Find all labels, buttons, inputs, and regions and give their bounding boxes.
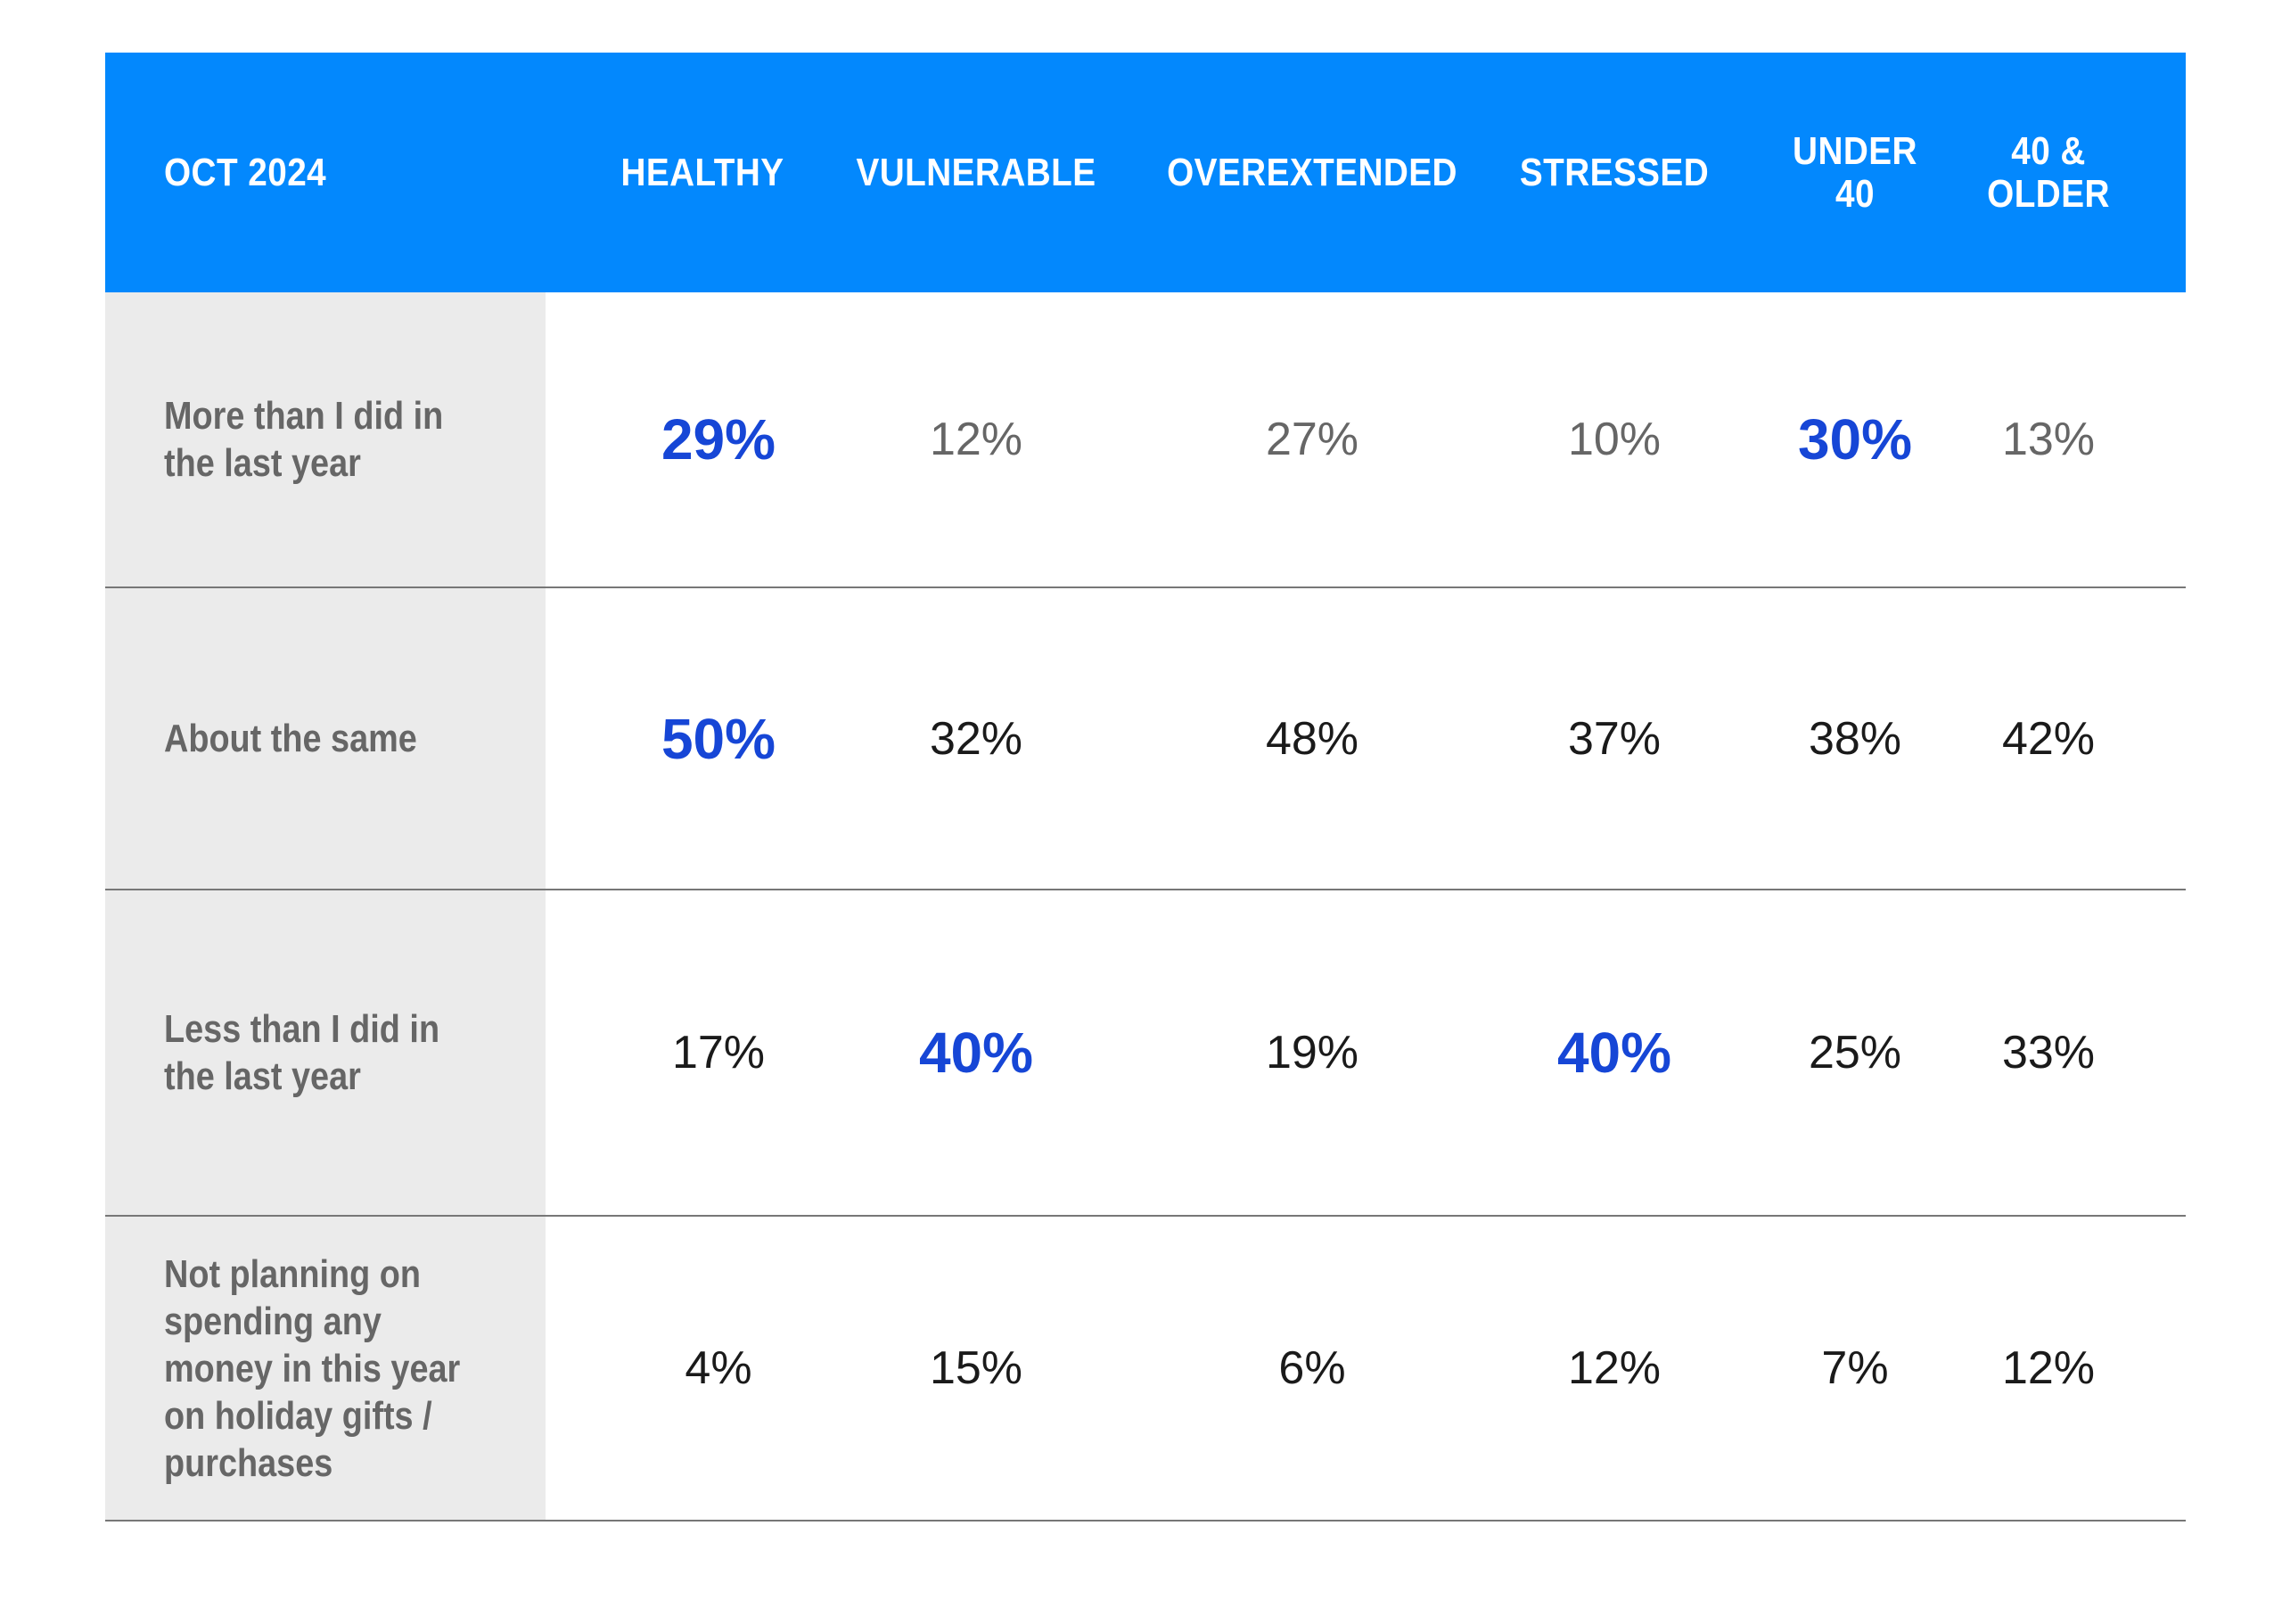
- table-cell: 7%: [1821, 1342, 1889, 1394]
- table-cell: 13%: [2001, 414, 2096, 465]
- row-label-background: [105, 292, 546, 586]
- table-cell: 4%: [685, 1342, 752, 1394]
- table-cell: 15%: [929, 1342, 1023, 1394]
- table-cell: 10%: [1567, 414, 1662, 465]
- table-row: About the same 50% 32% 48% 37% 38% 42%: [105, 588, 2186, 890]
- table-cell: 30%: [1797, 407, 1913, 472]
- row-label: Less than I did in the last year: [164, 1007, 440, 1098]
- table-row: Less than I did in the last year 17% 40% 19…: [105, 890, 2186, 1217]
- column-header-4: UNDER 40: [1793, 128, 1917, 216]
- row-label: Not planning on spending any money in th…: [164, 1251, 461, 1485]
- row-label-background: [105, 588, 546, 889]
- table-cell: 6%: [1278, 1342, 1346, 1394]
- table-cell: 25%: [1808, 1027, 1902, 1079]
- table-cell: 38%: [1808, 712, 1902, 765]
- column-header-0: HEALTHY: [620, 150, 784, 194]
- table-body: More than I did in the last year 29% 12% 27…: [105, 292, 2186, 1521]
- table-cell: 29%: [661, 407, 776, 472]
- column-header-2: OVEREXTENDED: [1167, 150, 1457, 194]
- table-cell: 12%: [2001, 1342, 2096, 1394]
- column-header-1: VULNERABLE: [856, 150, 1096, 194]
- column-header-3: STRESSED: [1519, 150, 1710, 194]
- row-label: About the same: [164, 717, 417, 760]
- data-table: OCT 2024 HEALTHY VULNERABLE OVEREXTENDED ST…: [105, 53, 2186, 1521]
- table-cell: 12%: [1567, 1342, 1662, 1394]
- table-cell: 19%: [1265, 1027, 1359, 1079]
- table-row: More than I did in the last year 29% 12% 27…: [105, 292, 2186, 588]
- table-cell: 37%: [1567, 712, 1662, 765]
- corner-label: OCT 2024: [164, 150, 327, 194]
- table-header: OCT 2024 HEALTHY VULNERABLE OVEREXTENDED ST…: [105, 53, 2186, 292]
- table-cell: 33%: [2001, 1027, 2096, 1079]
- row-label: More than I did in the last year: [164, 394, 444, 485]
- table-cell: 40%: [1556, 1021, 1672, 1085]
- table-cell: 40%: [918, 1021, 1034, 1085]
- table-cell: 48%: [1265, 712, 1359, 765]
- column-header-5: 40 & OLDER: [1987, 128, 2110, 216]
- table-cell: 42%: [2001, 712, 2096, 765]
- table-cell: 50%: [661, 706, 776, 771]
- row-label-background: [105, 890, 546, 1215]
- table-cell: 17%: [671, 1027, 766, 1079]
- table-cell: 32%: [929, 712, 1023, 765]
- table-cell: 12%: [929, 414, 1023, 465]
- table-row: Not planning on spending any money in th…: [105, 1217, 2186, 1521]
- row-label-background: [105, 1217, 546, 1520]
- table-cell: 27%: [1265, 414, 1359, 465]
